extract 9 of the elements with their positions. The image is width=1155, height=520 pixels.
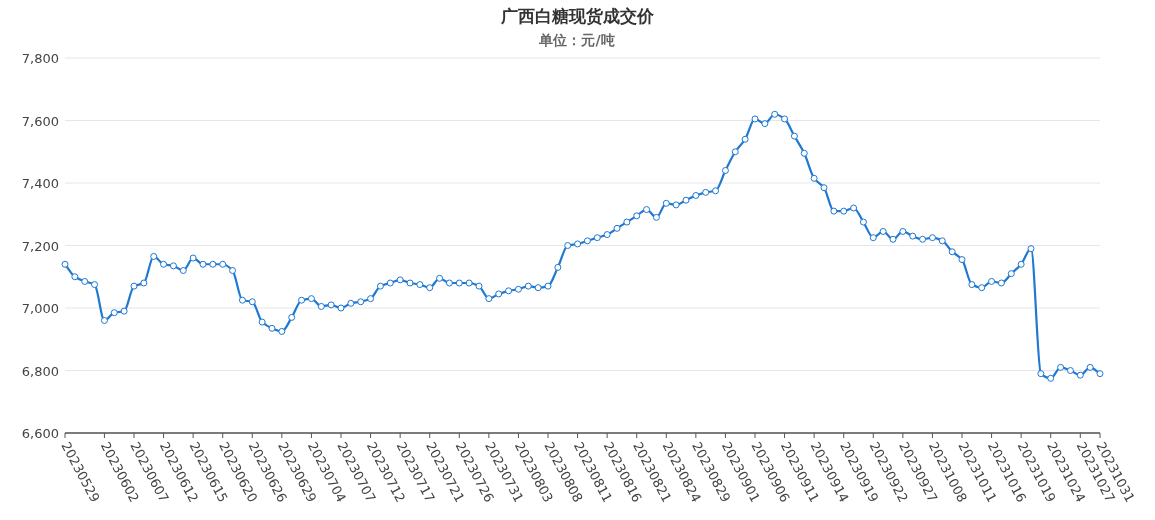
y-tick-label: 6,800 <box>21 363 59 379</box>
y-tick-label: 7,000 <box>21 301 59 316</box>
chart-subtitle: 单位：元/吨 <box>538 32 615 48</box>
y-tick-label: 7,200 <box>21 238 59 254</box>
y-tick-label: 6,600 <box>21 426 59 441</box>
y-tick-label: 7,400 <box>21 176 59 191</box>
y-tick-label: 7,800 <box>21 51 59 66</box>
chart-title: 广西白糖现货成交价 <box>499 6 655 26</box>
y-tick-label: 7,600 <box>21 113 59 129</box>
